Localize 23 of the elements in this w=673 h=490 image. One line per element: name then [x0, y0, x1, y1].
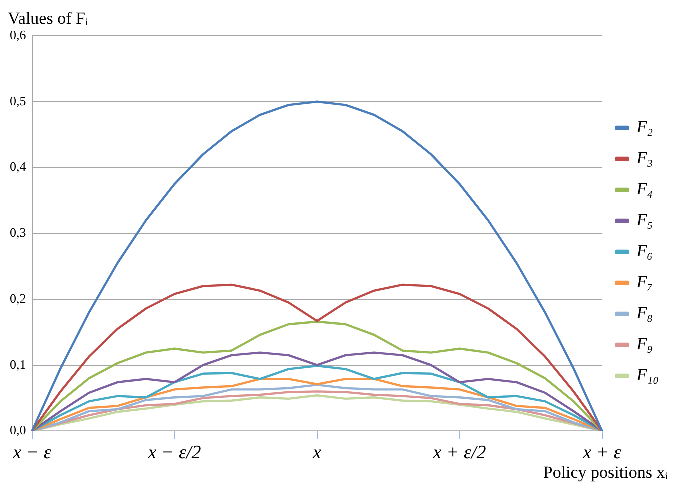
y-tick-label: 0,2 — [10, 290, 26, 306]
y-tick-label: 0,1 — [10, 356, 26, 372]
legend-label: F₉ — [636, 334, 654, 354]
y-tick-label: 0,5 — [10, 93, 26, 108]
legend-label: F₃ — [636, 148, 654, 168]
x-axis-title: Policy positions xᵢ — [543, 463, 668, 482]
legend-label: F₁₀ — [636, 365, 660, 384]
y-tick-label: 0,3 — [10, 225, 26, 240]
x-tick-label: x + ε — [582, 442, 622, 464]
y-axis-title: Values of Fᵢ — [8, 9, 88, 28]
x-tick-label: x — [312, 442, 322, 464]
legend-label: F₆ — [636, 241, 654, 260]
legend-label: F₇ — [636, 272, 654, 292]
x-tick-label: x + ε/2 — [432, 442, 487, 464]
legend-label: F₅ — [636, 210, 654, 230]
y-tick-label: 0,6 — [10, 27, 27, 42]
legend-label: F₈ — [636, 303, 654, 322]
y-tick-label: 0,0 — [10, 422, 26, 438]
y-tick-label: 0,4 — [10, 159, 27, 174]
legend-label: F₂ — [636, 117, 654, 136]
x-tick-label: x − ε — [12, 442, 52, 464]
x-tick-label: x − ε/2 — [147, 442, 202, 464]
legend-label: F₄ — [636, 179, 654, 198]
